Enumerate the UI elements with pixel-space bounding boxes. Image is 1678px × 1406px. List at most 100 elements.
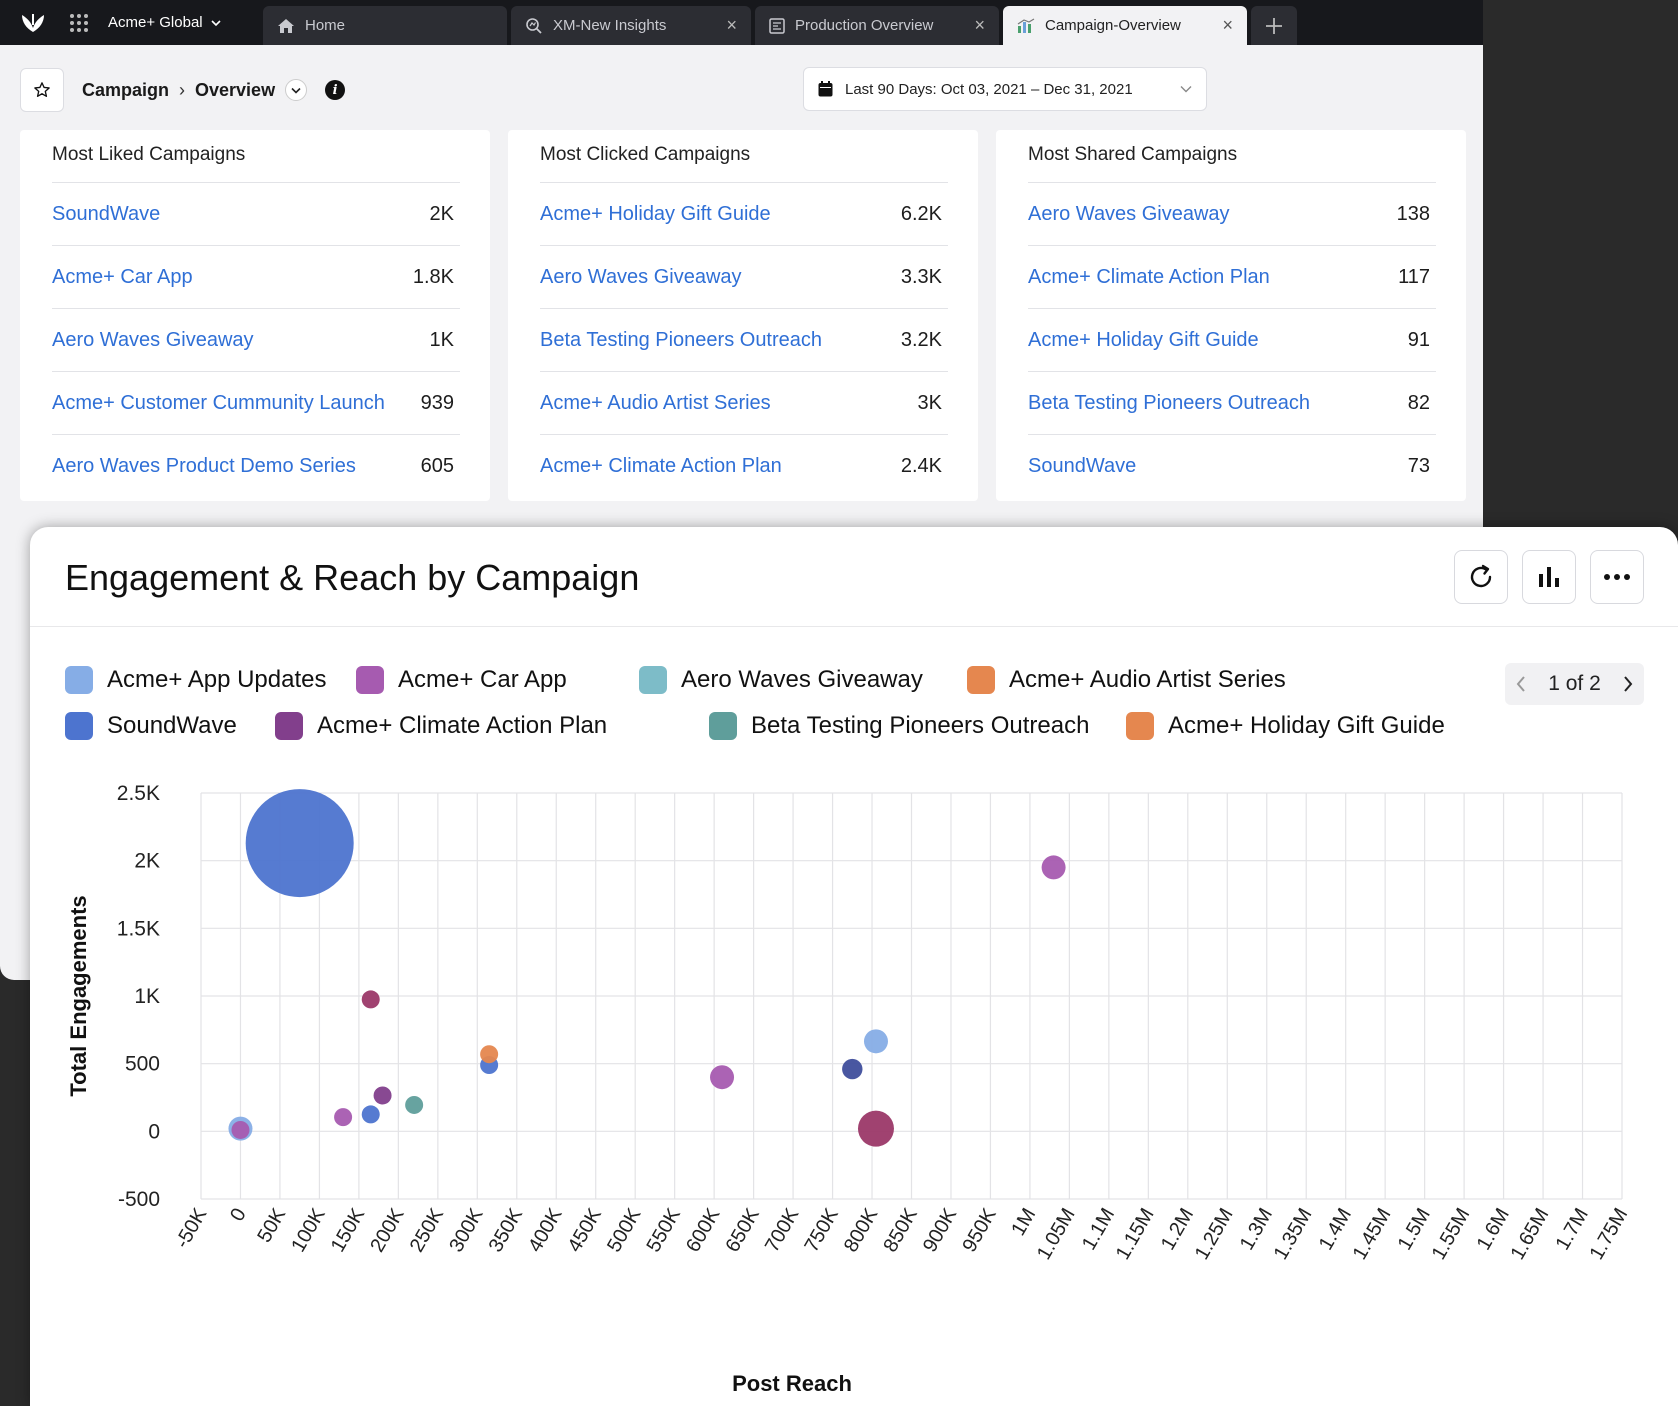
more-options-button[interactable] [1590, 550, 1644, 604]
refresh-button[interactable] [1454, 550, 1508, 604]
campaign-link[interactable]: Acme+ Climate Action Plan [1028, 265, 1270, 288]
card-title: Most Liked Campaigns [52, 144, 246, 165]
data-bubble [361, 1105, 380, 1124]
list-item: Acme+ Car App 1.8K [52, 246, 460, 309]
x-tick-label: 1.15M [1112, 1205, 1159, 1264]
metric-value: 3.3K [900, 265, 942, 288]
metric-value: 117 [1398, 265, 1430, 288]
close-icon[interactable]: × [974, 15, 985, 35]
list-item: Aero Waves Giveaway 3.3K [540, 246, 948, 309]
legend-swatch [65, 712, 93, 740]
x-tick-label: 1.55M [1428, 1205, 1475, 1264]
app-grid-icon[interactable] [68, 12, 90, 34]
x-tick-label: 200K [366, 1204, 409, 1256]
x-tick-label: 750K [800, 1204, 843, 1256]
chart-icon [1017, 17, 1035, 33]
close-icon[interactable]: × [1222, 15, 1233, 35]
workspace-name: Acme+ Global [108, 14, 203, 31]
legend-item[interactable]: Acme+ Audio Artist Series [967, 665, 1286, 695]
top-nav-bar: Acme+ Global Home XM-New Insights × Prod… [0, 0, 1483, 45]
legend-item[interactable]: SoundWave [65, 711, 237, 741]
legend-item[interactable]: Beta Testing Pioneers Outreach [709, 711, 1089, 741]
data-bubble [857, 1110, 894, 1147]
campaign-link[interactable]: Acme+ Car App [52, 265, 193, 288]
tab-label: Campaign-Overview [1045, 17, 1181, 34]
tab-production-overview[interactable]: Production Overview × [755, 6, 999, 45]
x-tick-label: -50K [171, 1204, 212, 1252]
y-tick-label: 2K [134, 850, 160, 873]
favorite-button[interactable] [20, 68, 64, 112]
x-tick-label: 1.75M [1585, 1205, 1632, 1264]
list-item: Acme+ Holiday Gift Guide 6.2K [540, 183, 948, 246]
list-item: Aero Waves Giveaway 1K [52, 309, 460, 372]
divider [52, 182, 460, 183]
legend-item[interactable]: Acme+ App Updates [65, 665, 326, 695]
close-icon[interactable]: × [726, 15, 737, 35]
campaign-link[interactable]: Acme+ Audio Artist Series [540, 391, 771, 414]
legend-label: Acme+ Holiday Gift Guide [1168, 712, 1445, 739]
chevron-left-icon[interactable] [1515, 675, 1527, 693]
info-icon[interactable]: i [325, 80, 346, 100]
view-dropdown-button[interactable] [285, 79, 308, 101]
list-item: Aero Waves Giveaway 138 [1028, 183, 1436, 246]
divider [30, 626, 1678, 627]
campaign-link[interactable]: Aero Waves Giveaway [540, 265, 742, 288]
metric-value: 3K [917, 391, 942, 414]
campaign-link[interactable]: SoundWave [52, 202, 161, 225]
y-tick-label: 0 [148, 1120, 160, 1143]
campaign-link[interactable]: SoundWave [1028, 455, 1137, 477]
x-tick-label: 1.6M [1473, 1205, 1514, 1255]
campaign-link[interactable]: Acme+ Holiday Gift Guide [1028, 328, 1259, 351]
most-liked-card: Most Liked Campaigns SoundWave 2K Acme+ C… [20, 130, 490, 501]
tab-campaign-overview[interactable]: Campaign-Overview × [1003, 6, 1247, 45]
date-range-picker[interactable]: Last 90 Days: Oct 03, 2021 – Dec 31, 202… [803, 67, 1207, 111]
list-item: Aero Waves Product Demo Series 605 [52, 435, 454, 498]
legend-label: Aero Waves Giveaway [681, 666, 923, 693]
campaign-link[interactable]: Beta Testing Pioneers Outreach [540, 328, 823, 351]
tab-xm-new-insights[interactable]: XM-New Insights × [511, 6, 751, 45]
legend-label: Acme+ Climate Action Plan [317, 712, 608, 739]
metric-value: 1K [429, 328, 454, 351]
more-horizontal-icon [1604, 574, 1630, 580]
x-tick-label: 1.65M [1507, 1205, 1554, 1264]
data-bubble [405, 1095, 424, 1114]
legend-label: Acme+ Audio Artist Series [1009, 666, 1286, 693]
list-item: Acme+ Holiday Gift Guide 91 [1028, 309, 1436, 372]
list-item: Acme+ Audio Artist Series 3K [540, 372, 948, 435]
campaign-link[interactable]: Acme+ Customer Cummunity Launch [52, 391, 385, 414]
workspace-switcher[interactable]: Acme+ Global [108, 14, 263, 31]
campaign-link[interactable]: Aero Waves Product Demo Series [52, 455, 356, 477]
dashboard-window: Acme+ Global Home XM-New Insights × Prod… [0, 0, 1483, 980]
y-axis-title: Total Engagements [66, 895, 91, 1096]
y-tick-label: 500 [125, 1053, 160, 1076]
brand-logo-icon[interactable] [18, 8, 48, 38]
divider [1028, 182, 1436, 183]
chevron-right-icon[interactable] [1622, 675, 1634, 693]
data-bubble [373, 1086, 392, 1105]
breadcrumb-parent[interactable]: Campaign [82, 79, 170, 100]
tab-home[interactable]: Home [263, 6, 507, 45]
data-bubble [334, 1108, 353, 1127]
campaign-link[interactable]: Acme+ Climate Action Plan [540, 455, 782, 477]
campaign-link[interactable]: Beta Testing Pioneers Outreach [1028, 391, 1311, 414]
x-axis-title: Post Reach [732, 1371, 852, 1396]
campaign-link[interactable]: Aero Waves Giveaway [52, 328, 254, 351]
most-shared-card: Most Shared Campaigns Aero Waves Giveawa… [996, 130, 1466, 501]
legend-item[interactable]: Acme+ Car App [356, 665, 567, 695]
tab-label: Production Overview [795, 17, 934, 34]
legend-item[interactable]: Aero Waves Giveaway [639, 665, 923, 695]
x-tick-label: 1.45M [1349, 1205, 1396, 1264]
legend-swatch [639, 666, 667, 694]
campaign-link[interactable]: Acme+ Holiday Gift Guide [540, 202, 771, 225]
list-item: SoundWave 73 [1028, 435, 1430, 498]
x-tick-label: 250K [406, 1204, 449, 1256]
add-tab-button[interactable] [1251, 6, 1297, 45]
x-tick-label: 350K [485, 1204, 528, 1256]
x-tick-label: 500K [603, 1204, 646, 1256]
legend-item[interactable]: Acme+ Climate Action Plan [275, 711, 607, 741]
data-bubble [1041, 855, 1066, 880]
legend-item[interactable]: Acme+ Holiday Gift Guide [1126, 711, 1445, 741]
engagement-reach-widget: Engagement & Reach by Campaign Acme+ App… [30, 527, 1678, 1406]
chart-type-button[interactable] [1522, 550, 1576, 604]
campaign-link[interactable]: Aero Waves Giveaway [1028, 202, 1230, 225]
